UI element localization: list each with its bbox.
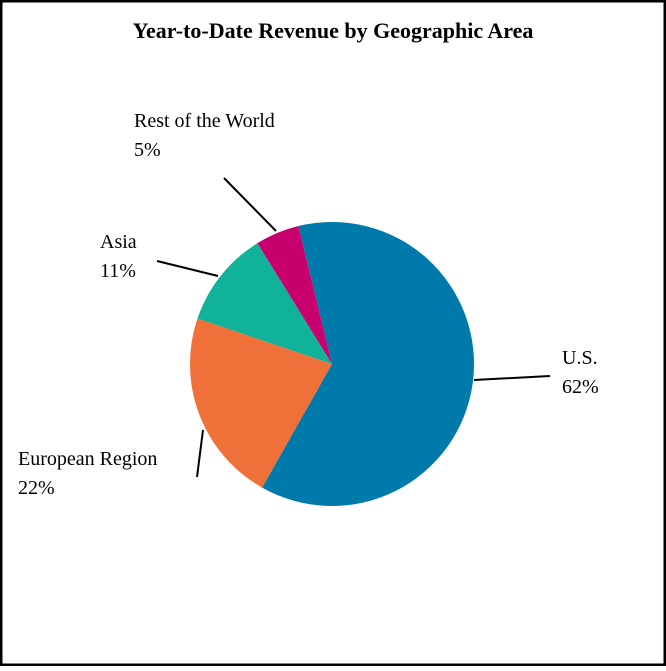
leader-line [223,177,277,232]
pie-slice [262,222,474,507]
slice-label: U.S. [562,347,598,369]
slice-value-label: 5% [134,139,161,161]
slice-label: European Region [18,448,157,470]
pie-slice [197,243,332,364]
leader-line [473,375,551,381]
chart-title: Year-to-Date Revenue by Geographic Area [133,18,534,43]
slice-value-label: 11% [100,260,136,282]
pie-slice [257,226,332,364]
slice-value-label: 22% [18,477,55,499]
leader-line [196,429,204,478]
leader-line [156,260,219,277]
slice-label: Rest of the World [134,110,275,132]
slice-value-label: 62% [562,376,599,398]
slice-label: Asia [100,231,137,253]
pie-slice [190,318,332,488]
